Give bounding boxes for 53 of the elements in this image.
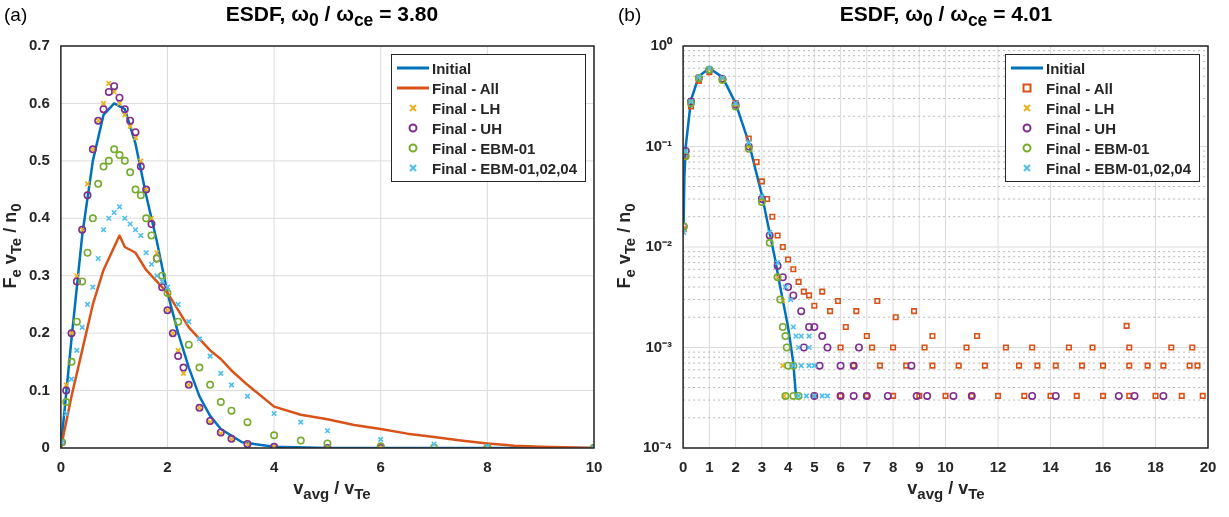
legend-label: Final - EBM-01,02,04	[1046, 159, 1192, 177]
legend-label: Final - All	[1046, 79, 1113, 97]
legend-label: Final - EBM-01	[432, 139, 536, 157]
x-tick-label: 2	[163, 458, 172, 476]
x-axis-title: v$_{avg}$ / v$_{Te}$	[906, 478, 986, 502]
x-tick-label: 1	[705, 458, 714, 476]
x-tick-label: 6	[376, 458, 385, 476]
legend-label: Final - EBM-01,02,04	[432, 159, 578, 177]
legend-label: Final - EBM-01	[1046, 139, 1150, 157]
x-tick-label: 6	[836, 458, 845, 476]
x-tick-label: 8	[483, 458, 492, 476]
y-tick-label: 0.3	[28, 265, 50, 283]
x-tick-label: 8	[888, 458, 898, 476]
legend-label: Final - LH	[432, 99, 501, 117]
x-tick-label: 0	[678, 458, 688, 476]
x-tick-label: 2	[731, 458, 740, 476]
x-tick-label: 5	[810, 458, 819, 476]
legend-label: Final - UH	[432, 119, 502, 137]
y-tick-label: 0.7	[28, 36, 50, 54]
y-tick-label: 0	[41, 438, 50, 456]
y-tick-label: 0.4	[28, 208, 51, 226]
y-tick-label: 10⁻³	[645, 337, 673, 355]
y-tick-label: 10⁻¹	[645, 136, 673, 154]
legend-label: Initial	[1046, 59, 1086, 77]
legend-label: Final - UH	[1046, 119, 1116, 137]
x-tick-label: 9	[915, 458, 924, 476]
x-tick-label: 16	[1094, 458, 1112, 476]
x-tick-label: 10	[585, 458, 603, 476]
legend-label: Initial	[432, 59, 472, 77]
y-tick-label: 0.5	[28, 151, 50, 168]
legend-label: Final - LH	[1046, 99, 1115, 117]
x-tick-label: 0	[56, 458, 66, 476]
text: (b)	[618, 4, 642, 26]
y-tick-label: 10⁻²	[645, 237, 673, 255]
x-tick-label: 4	[783, 458, 793, 476]
x-tick-label: 12	[989, 458, 1007, 476]
y-tick-label: 0.2	[28, 323, 50, 341]
x-tick-label: 10	[937, 458, 954, 476]
y-tick-label: 0.1	[28, 380, 50, 398]
x-tick-label: 20	[1199, 458, 1217, 476]
legend-label: Final - All	[432, 79, 499, 97]
x-tick-label: 4	[269, 458, 279, 476]
y-tick-label: 10⁰	[650, 36, 674, 54]
x-tick-label: 7	[862, 458, 871, 476]
text: (a)	[4, 4, 28, 26]
x-tick-label: 18	[1147, 458, 1164, 476]
x-tick-label: 3	[757, 458, 767, 476]
chart-title: ESDF, ω$_{0}$ / ω$_{ce}$ = 3.80	[224, 2, 440, 32]
x-tick-label: 14	[1042, 458, 1060, 476]
x-axis-title: v$_{avg}$ / v$_{Te}$	[292, 478, 372, 502]
y-tick-label: 0.6	[28, 93, 50, 111]
y-tick-label: 10⁻⁴	[642, 438, 673, 456]
chart-title: ESDF, ω$_{0}$ / ω$_{ce}$ = 4.01	[838, 2, 1054, 32]
